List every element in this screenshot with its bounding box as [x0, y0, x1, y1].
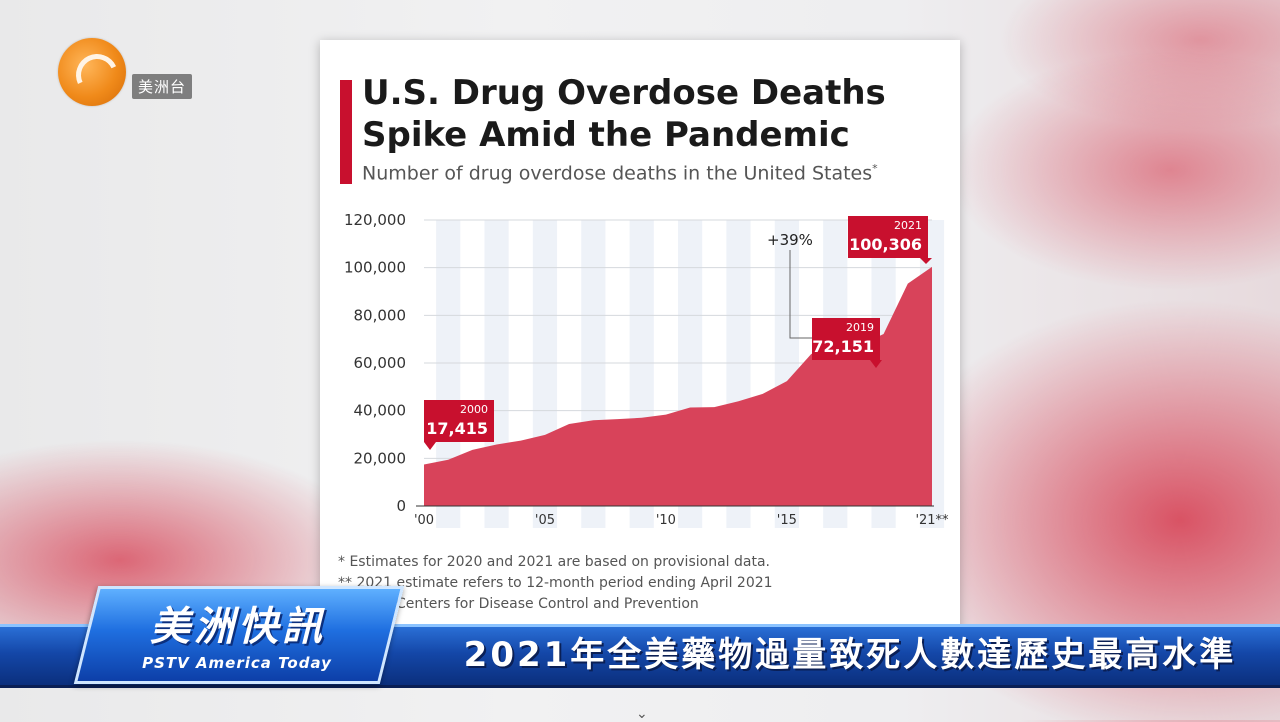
change-connector: [789, 250, 812, 339]
program-subtitle: PSTV America Today: [142, 654, 332, 672]
news-headline: 2021年全美藥物過量致死人數達歷史最高水準: [463, 635, 1237, 675]
chart-notes: * Estimates for 2020 and 2021 are based …: [338, 552, 773, 615]
annotation-year: 2000: [460, 403, 488, 416]
y-tick-label: 40,000: [354, 402, 407, 420]
annotation-box: [848, 216, 928, 258]
annotation-2019: 2019 72,151: [812, 318, 882, 368]
annotation-2021: 2021 100,306: [848, 216, 932, 264]
annotation-pointer: [920, 258, 932, 264]
cursor-icon: ⌄: [636, 706, 648, 722]
x-tick-label: '15: [777, 513, 797, 528]
annotation-pointer: [424, 442, 436, 450]
channel-logo: 美洲台: [58, 38, 208, 108]
overdose-area-chart: 020,00040,00060,00080,000100,000120,000 …: [344, 211, 949, 528]
program-title: 美洲快訊: [150, 604, 326, 650]
y-tick-label: 60,000: [354, 354, 407, 372]
annotation-year: 2019: [846, 321, 874, 334]
x-tick-label: '05: [535, 513, 555, 528]
deaths-area-series: [424, 266, 932, 506]
annotation-value: 17,415: [426, 419, 488, 438]
channel-name: 美洲台: [132, 74, 193, 99]
phoenix-logo-icon: [58, 38, 126, 106]
chart-subtitle: Number of drug overdose deaths in the Un…: [362, 162, 878, 185]
note-12-month: ** 2021 estimate refers to 12-month peri…: [338, 575, 773, 591]
x-tick-label: '10: [656, 513, 676, 528]
annotation-pointer: [870, 360, 882, 368]
y-tick-label: 20,000: [354, 449, 407, 467]
change-label: +39%: [767, 231, 813, 249]
x-tick-label: '00: [414, 513, 434, 528]
y-tick-label: 80,000: [354, 306, 407, 324]
change-annotation: +39%: [767, 231, 813, 339]
x-tick-label: '21**: [915, 513, 949, 528]
annotation-value: 72,151: [812, 337, 874, 356]
y-axis-ticks: 0 20,000 40,000 60,000 80,000 100,000 120,000: [344, 211, 406, 515]
annotation-box: [812, 318, 880, 360]
annotation-year: 2021: [894, 219, 922, 232]
y-tick-label: 120,000: [344, 211, 406, 229]
annotation-box: [424, 400, 494, 442]
y-tick-label: 0: [396, 497, 406, 515]
note-source: Centers for Disease Control and Preventi…: [396, 596, 699, 612]
y-tick-label: 100,000: [344, 259, 406, 277]
chart-title: U.S. Drug Overdose Deaths Spike Amid the…: [362, 73, 886, 155]
title-accent-bar: [340, 80, 352, 184]
note-provisional: * Estimates for 2020 and 2021 are based …: [338, 554, 770, 570]
chart-card: U.S. Drug Overdose Deaths Spike Amid the…: [320, 40, 960, 640]
x-axis-ticks: '00 '05 '10 '15 '21**: [414, 513, 949, 528]
value-annotations: 2000 17,415 2019 72,151 2021 100,306 +39%: [424, 216, 932, 450]
annotation-value: 100,306: [849, 235, 922, 254]
annotation-2000: 2000 17,415: [424, 400, 494, 450]
